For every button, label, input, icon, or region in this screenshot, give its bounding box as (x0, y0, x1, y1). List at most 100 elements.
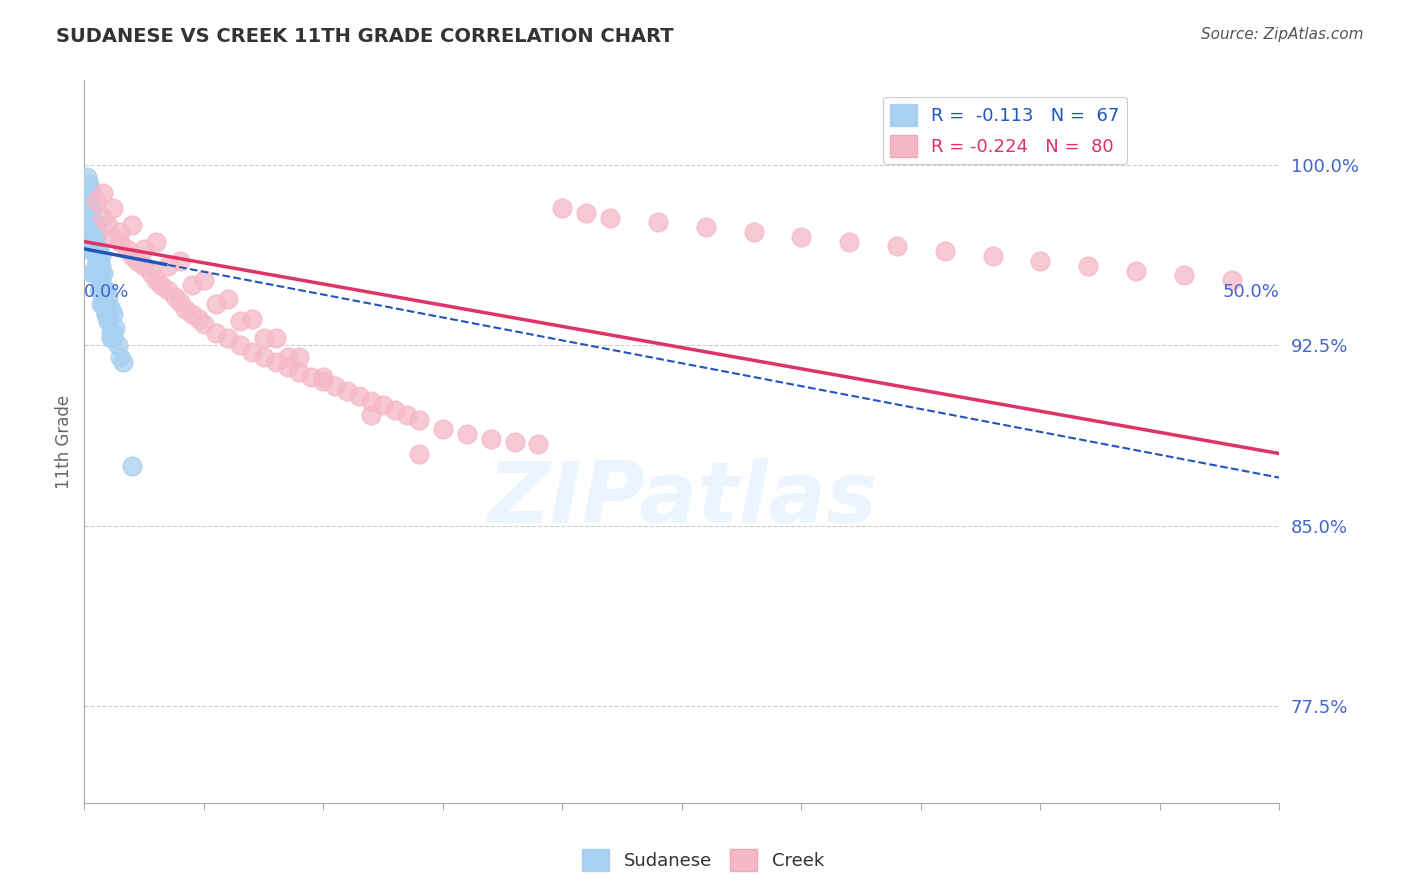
Point (145, 273, 167, 287)
Point (87, 266, 110, 280)
Point (264, 331, 287, 345)
Point (288, 350, 311, 364)
Point (551, 201, 574, 215)
Point (77, 218, 100, 232)
Point (360, 393, 382, 408)
Point (1125, 263, 1147, 277)
Point (157, 259, 180, 273)
Point (80, 211, 103, 225)
Point (205, 326, 228, 340)
Point (101, 229, 124, 244)
Point (86, 218, 108, 232)
Point (132, 242, 156, 256)
Point (101, 326, 124, 340)
Point (76, 218, 98, 232)
Point (838, 235, 860, 249)
Point (93, 290, 115, 304)
Point (86, 225, 108, 239)
Point (100, 326, 122, 340)
Point (277, 350, 299, 364)
Point (981, 249, 1004, 263)
Point (86, 259, 108, 273)
Point (83, 218, 105, 232)
Point (93, 283, 115, 297)
Point (1077, 259, 1099, 273)
Point (349, 389, 371, 403)
Point (94, 283, 117, 297)
Point (264, 355, 287, 369)
Point (149, 277, 172, 292)
Point (87, 254, 110, 268)
Point (94, 302, 117, 317)
Point (217, 331, 239, 345)
Point (301, 369, 323, 384)
Point (742, 225, 765, 239)
Point (87, 242, 110, 256)
Point (97, 218, 120, 232)
Point (336, 384, 359, 398)
Point (1173, 268, 1195, 283)
Point (93, 266, 115, 280)
Point (647, 215, 669, 229)
Point (312, 369, 335, 384)
Point (101, 331, 124, 345)
Point (97, 314, 120, 328)
Point (94, 307, 117, 321)
Point (83, 242, 105, 256)
Point (80, 225, 103, 239)
Point (90, 259, 112, 273)
Point (479, 432, 502, 446)
Point (360, 408, 382, 422)
Point (80, 266, 103, 280)
Point (97, 302, 120, 317)
Point (93, 211, 115, 225)
Point (173, 302, 195, 317)
Point (86, 242, 108, 256)
Point (101, 201, 124, 215)
Point (90, 277, 112, 292)
Point (83, 229, 105, 244)
Point (121, 249, 143, 263)
Point (86, 229, 108, 244)
Point (93, 283, 115, 297)
Point (165, 290, 187, 304)
Point (90, 249, 112, 263)
Point (76, 194, 98, 208)
Point (253, 331, 276, 345)
Point (100, 302, 122, 317)
Point (97, 311, 120, 326)
Text: 0.0%: 0.0% (84, 284, 129, 301)
Point (80, 218, 103, 232)
Point (77, 205, 100, 219)
Legend: R =  -0.113   N =  67, R = -0.224   N =  80: R = -0.113 N = 67, R = -0.224 N = 80 (883, 96, 1128, 164)
Point (80, 186, 103, 201)
Point (373, 398, 395, 412)
Point (193, 317, 215, 331)
Text: SUDANESE VS CREEK 11TH GRADE CORRELATION CHART: SUDANESE VS CREEK 11TH GRADE CORRELATION… (56, 27, 673, 45)
Point (503, 434, 526, 449)
Point (229, 314, 252, 328)
Point (93, 297, 115, 311)
Point (110, 225, 132, 239)
Legend: Sudanese, Creek: Sudanese, Creek (575, 842, 831, 879)
Point (110, 350, 132, 364)
Point (181, 307, 204, 321)
Point (288, 365, 311, 379)
Point (229, 338, 252, 352)
Point (87, 283, 110, 297)
Point (83, 235, 105, 249)
Point (107, 338, 129, 352)
Point (100, 331, 122, 345)
Point (527, 437, 550, 451)
Point (408, 413, 430, 427)
Point (101, 307, 124, 321)
Point (86, 194, 108, 208)
Point (77, 177, 100, 191)
Point (90, 266, 112, 280)
Point (80, 201, 103, 215)
Point (80, 242, 103, 256)
Point (110, 235, 132, 249)
Point (141, 266, 163, 280)
Point (83, 225, 105, 239)
Point (117, 242, 139, 256)
